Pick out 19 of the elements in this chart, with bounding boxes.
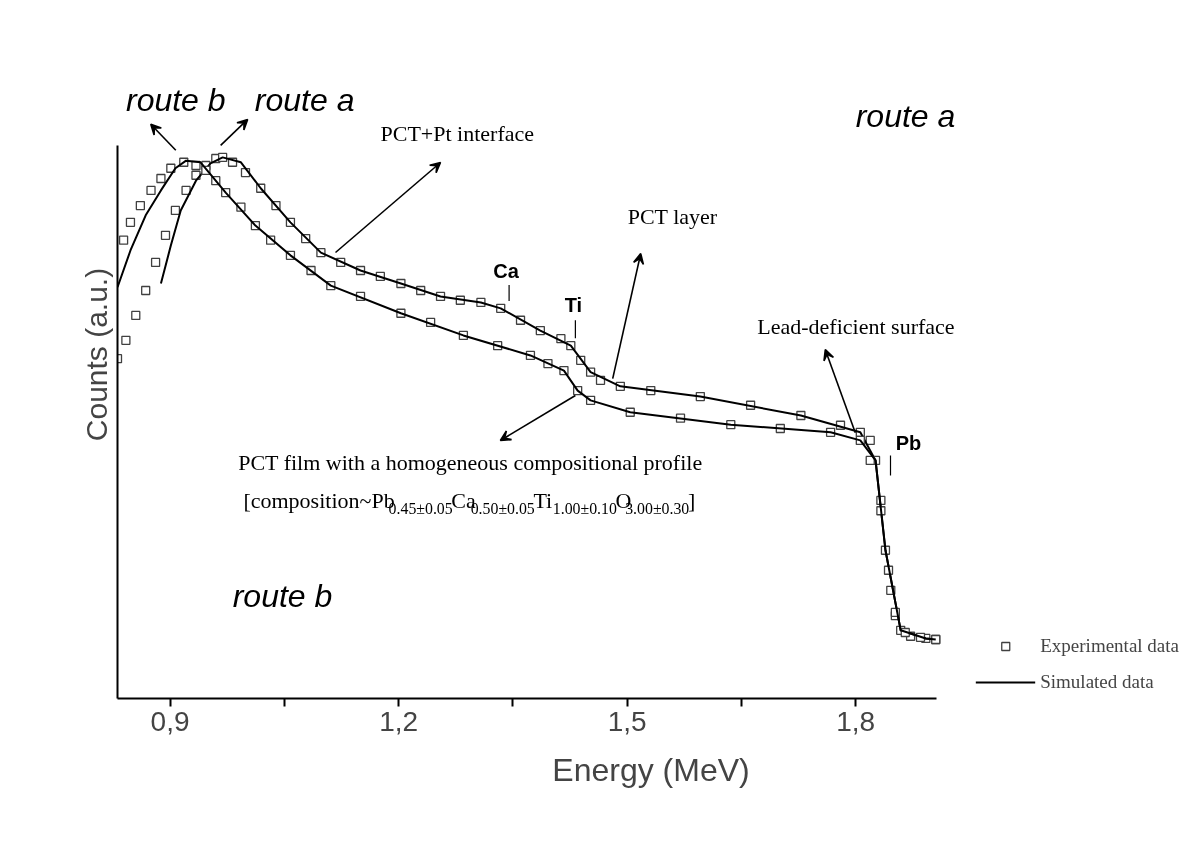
legend-label: Simulated data <box>1040 671 1154 693</box>
legend-label: Experimental data <box>1040 635 1179 657</box>
annotation: Ti <box>564 294 583 317</box>
annotation: Ca <box>493 259 520 282</box>
x-axis-title: Energy (MeV) <box>552 751 750 788</box>
annotation: PCT layer <box>627 204 718 230</box>
annotation: route a <box>254 82 355 119</box>
annotation: Pb <box>895 431 922 454</box>
x-tick-label: 1,2 <box>379 705 419 737</box>
x-tick-label: 0,9 <box>150 705 190 737</box>
annotation: Lead-deficient surface <box>757 314 955 340</box>
text: route a <box>855 97 956 134</box>
y-axis-title: Counts (a.u.) <box>79 267 113 442</box>
x-tick-label: 1,5 <box>607 705 647 737</box>
annotation: PCT film with a homogeneous compositional profile <box>238 449 703 475</box>
text: PCT+Pt interface <box>380 121 535 146</box>
x-tick-label: 1,8 <box>836 705 876 737</box>
annotation: route b <box>125 82 226 119</box>
annotation: route b <box>232 577 333 614</box>
